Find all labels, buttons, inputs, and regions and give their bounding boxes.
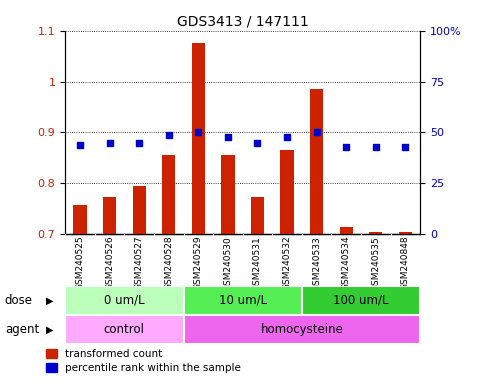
Point (76, 142, 84, 148)
Bar (73, 205, 86, 234)
Text: GSM240533: GSM240533 (312, 236, 321, 291)
Text: control: control (104, 323, 145, 336)
Text: ▶: ▶ (46, 324, 54, 334)
Bar (103, 197, 116, 234)
Text: homocysteine: homocysteine (260, 323, 343, 336)
Bar (399, 232, 412, 234)
Point (342, 144, 350, 150)
Text: GSM240531: GSM240531 (253, 236, 262, 291)
Text: GSM240525: GSM240525 (75, 236, 85, 290)
Legend: transformed count, percentile rank within the sample: transformed count, percentile rank withi… (46, 349, 241, 373)
Bar (192, 43, 205, 234)
Text: GSM240527: GSM240527 (135, 236, 143, 290)
Text: GSM240534: GSM240534 (342, 236, 351, 290)
Bar (184, 286, 302, 315)
Bar (281, 150, 294, 234)
Point (313, 129, 321, 136)
Bar (310, 89, 323, 234)
Text: GSM240535: GSM240535 (371, 236, 380, 291)
Point (106, 140, 114, 146)
Bar (65, 315, 184, 344)
Text: GSM240530: GSM240530 (224, 236, 232, 291)
Bar (340, 227, 353, 234)
Bar (184, 315, 420, 344)
Point (165, 131, 172, 137)
Text: ▶: ▶ (46, 295, 54, 306)
Point (401, 144, 409, 150)
Point (224, 134, 232, 140)
Text: 0 um/L: 0 um/L (104, 294, 145, 307)
Text: 10 um/L: 10 um/L (219, 294, 267, 307)
Point (195, 129, 202, 136)
Text: dose: dose (5, 294, 33, 307)
Text: GSM240529: GSM240529 (194, 236, 203, 290)
Text: GSM240532: GSM240532 (283, 236, 292, 290)
Text: agent: agent (5, 323, 39, 336)
Text: GSM240528: GSM240528 (164, 236, 173, 290)
Bar (369, 232, 383, 234)
Point (254, 140, 261, 146)
Text: GSM240526: GSM240526 (105, 236, 114, 290)
Title: GDS3413 / 147111: GDS3413 / 147111 (177, 14, 309, 28)
Text: GSM240848: GSM240848 (401, 236, 410, 290)
Point (283, 134, 291, 140)
Bar (302, 286, 420, 315)
Bar (251, 197, 264, 234)
Bar (221, 156, 235, 234)
Bar (162, 156, 175, 234)
Text: 100 um/L: 100 um/L (333, 294, 389, 307)
Bar (132, 186, 146, 234)
Point (372, 144, 380, 150)
Bar (65, 286, 184, 315)
Point (135, 140, 143, 146)
